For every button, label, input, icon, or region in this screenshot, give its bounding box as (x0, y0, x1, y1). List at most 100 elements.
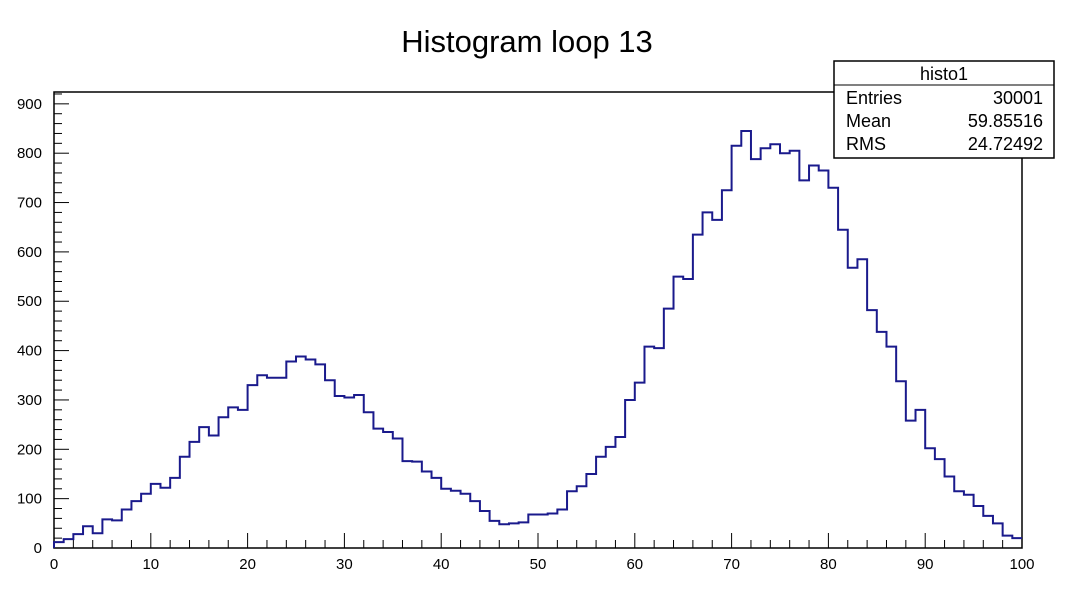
histogram-bin (296, 357, 306, 548)
chart-title: Histogram loop 13 (401, 24, 653, 59)
histogram-bin (761, 148, 771, 548)
histogram-bin (577, 486, 587, 548)
y-tick-label: 800 (17, 145, 42, 162)
histogram-bin (228, 407, 238, 548)
histogram-bin (306, 359, 316, 548)
histogram-bin (916, 410, 926, 548)
histogram-bin (480, 511, 490, 548)
histogram-bin (799, 180, 809, 548)
histogram-bin (828, 188, 838, 548)
histogram-bin (886, 347, 896, 548)
histogram-bins (54, 131, 1022, 548)
y-tick-label: 900 (17, 96, 42, 113)
histogram-bin (422, 472, 432, 548)
histogram-bin (499, 524, 509, 548)
histogram-bin (538, 514, 548, 548)
histogram-bin (519, 522, 529, 548)
histogram-bin (335, 396, 345, 548)
y-tick-label: 0 (34, 540, 42, 557)
y-tick-label: 600 (17, 244, 42, 261)
histogram-bin (209, 435, 219, 548)
x-tick-label: 50 (530, 556, 547, 573)
histogram-bin (354, 395, 364, 548)
histogram-bin (257, 375, 267, 548)
histogram-bin (528, 514, 538, 548)
histogram-bin (238, 410, 248, 548)
histogram-bin (1012, 538, 1022, 548)
x-tick-label: 0 (50, 556, 58, 573)
stats-box-title: histo1 (920, 64, 968, 84)
histogram-bin (64, 539, 74, 548)
histogram-bin (315, 364, 325, 548)
y-tick-label: 200 (17, 441, 42, 458)
histogram-bin (509, 523, 519, 548)
histogram-bin (199, 427, 209, 548)
histogram-bin (102, 519, 112, 548)
axis-tick-labels: 0 10 20 30 40 50 60 70 80 90 100 0 100 200 300 400 500 60… (17, 96, 1035, 573)
x-tick-label: 90 (917, 556, 934, 573)
histogram-bin (73, 534, 83, 548)
histogram-bin (151, 484, 161, 548)
axis-ticks (53, 93, 1023, 549)
histogram-bin (712, 220, 722, 548)
histogram-bin (964, 495, 974, 548)
stats-entries-label: Entries (846, 88, 902, 108)
histogram-bin (732, 146, 742, 548)
histogram-bin (364, 412, 374, 548)
histogram-bin (248, 385, 258, 548)
histogram-bin (790, 151, 800, 548)
histogram-bin (935, 459, 945, 548)
histogram-bin (557, 510, 567, 548)
histogram-bin (838, 230, 848, 548)
stats-rms-label: RMS (846, 134, 886, 154)
histogram-bin (83, 526, 93, 548)
histogram-bin (993, 523, 1003, 548)
stats-rms-value: 24.72492 (968, 134, 1043, 154)
stats-entries-value: 30001 (993, 88, 1043, 108)
histogram-bin (867, 310, 877, 548)
stats-box-frame (833, 60, 1055, 159)
x-tick-label: 80 (820, 556, 837, 573)
histogram-bin (625, 400, 635, 548)
x-tick-label: 70 (723, 556, 740, 573)
y-tick-label: 100 (17, 491, 42, 508)
histogram-bin (896, 381, 906, 548)
histogram-bin (954, 491, 964, 548)
histogram-bin (432, 478, 442, 548)
histogram-bin (857, 259, 867, 548)
y-tick-label: 700 (17, 195, 42, 212)
histogram-bin (470, 501, 480, 548)
histogram-bin (131, 501, 141, 548)
histogram-bin (461, 494, 471, 548)
histogram-bin (441, 489, 451, 548)
histogram-bin (286, 361, 296, 548)
x-tick-label: 10 (142, 556, 159, 573)
histogram-bin (393, 438, 403, 548)
x-tick-label: 100 (1009, 556, 1034, 573)
histogram-bin (170, 478, 180, 548)
histogram-bin (674, 277, 684, 548)
histogram-bin (141, 494, 151, 548)
histogram-bin (654, 348, 664, 548)
histogram-bin (683, 279, 693, 548)
histogram-bin (567, 491, 577, 548)
y-tick-label: 500 (17, 293, 42, 310)
stats-mean-value: 59.85516 (968, 111, 1043, 131)
histogram-bin (983, 516, 993, 548)
histogram-bin (751, 159, 761, 548)
histogram-bin (848, 268, 858, 548)
histogram-bin (344, 397, 354, 548)
histogram-bin (925, 448, 935, 548)
histogram-bin (54, 542, 64, 548)
histogram-bin (644, 347, 654, 548)
histogram-bin (1003, 536, 1013, 548)
histogram-bin (780, 153, 790, 548)
histogram-bin (451, 491, 461, 548)
y-tick-label: 300 (17, 392, 42, 409)
histogram-bin (703, 212, 713, 548)
histogram-bin (606, 447, 616, 548)
histogram-bin (615, 437, 625, 548)
histogram-bin (877, 332, 887, 548)
